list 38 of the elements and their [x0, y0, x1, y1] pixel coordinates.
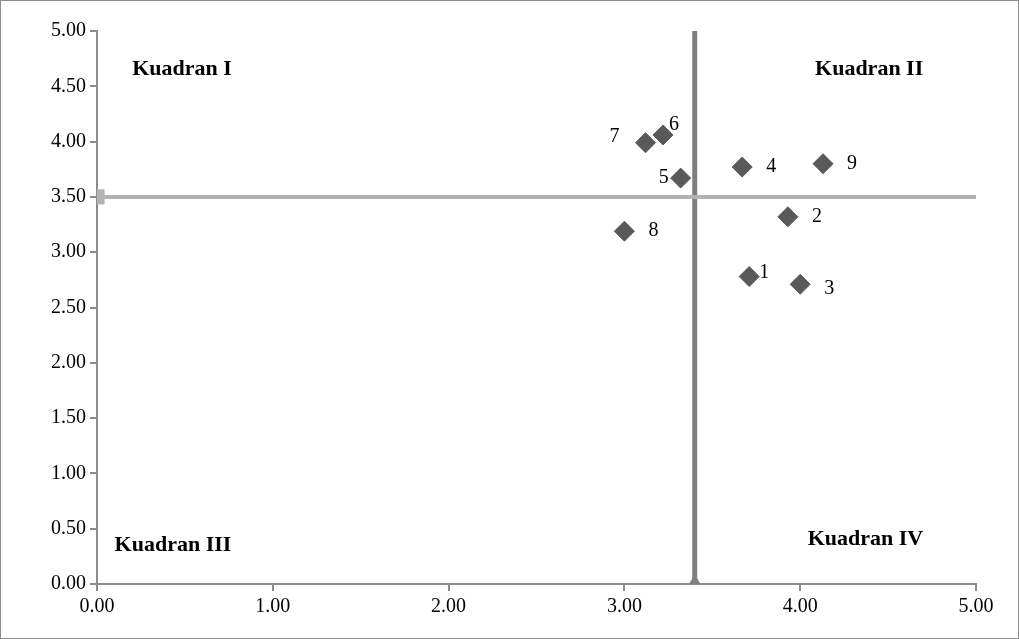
x-tick-label: 3.00 — [606, 594, 642, 617]
point — [613, 220, 635, 242]
annotation: 4 — [766, 154, 777, 177]
annotation: 9 — [847, 150, 858, 173]
annotation: Kuadran III — [114, 530, 232, 556]
annotation: Kuadran IV — [807, 525, 924, 551]
y-tick-label: 3.00 — [51, 239, 86, 262]
y-tick-label: 2.00 — [51, 350, 86, 373]
y-tick-label: 4.00 — [51, 128, 86, 151]
point — [777, 206, 799, 228]
annotation: 1 — [759, 259, 770, 282]
y-tick-label: 0.00 — [51, 571, 86, 594]
y-tick-label: 1.50 — [51, 405, 86, 428]
annotation: 5 — [658, 165, 669, 188]
point — [789, 273, 811, 295]
annotation: Kuadran I — [132, 55, 232, 81]
annotation: 6 — [669, 112, 680, 135]
x-tick-label: 1.00 — [255, 594, 291, 617]
y-tick-label: 5.00 — [51, 18, 86, 41]
x-tick-label: 5.00 — [958, 594, 994, 617]
x-tick-label: 2.00 — [431, 594, 467, 617]
annotation: 8 — [648, 218, 659, 241]
x-tick-label: 4.00 — [782, 594, 818, 617]
y-tick-label: 3.50 — [51, 184, 86, 207]
y-tick-label: 0.50 — [51, 515, 86, 538]
y-tick-label: 4.50 — [51, 73, 86, 96]
annotation: Kuadran II — [815, 55, 924, 81]
point — [812, 153, 834, 175]
point — [635, 132, 656, 154]
point — [738, 266, 760, 288]
y-tick-label: 1.00 — [51, 460, 86, 483]
point — [670, 167, 692, 189]
x-tick-label: 0.00 — [79, 594, 115, 617]
annotation: 7 — [609, 123, 620, 146]
y-tick-label: 2.50 — [51, 294, 86, 317]
annotation: 2 — [811, 204, 822, 227]
annotation: 3 — [824, 275, 835, 298]
point — [731, 156, 753, 178]
